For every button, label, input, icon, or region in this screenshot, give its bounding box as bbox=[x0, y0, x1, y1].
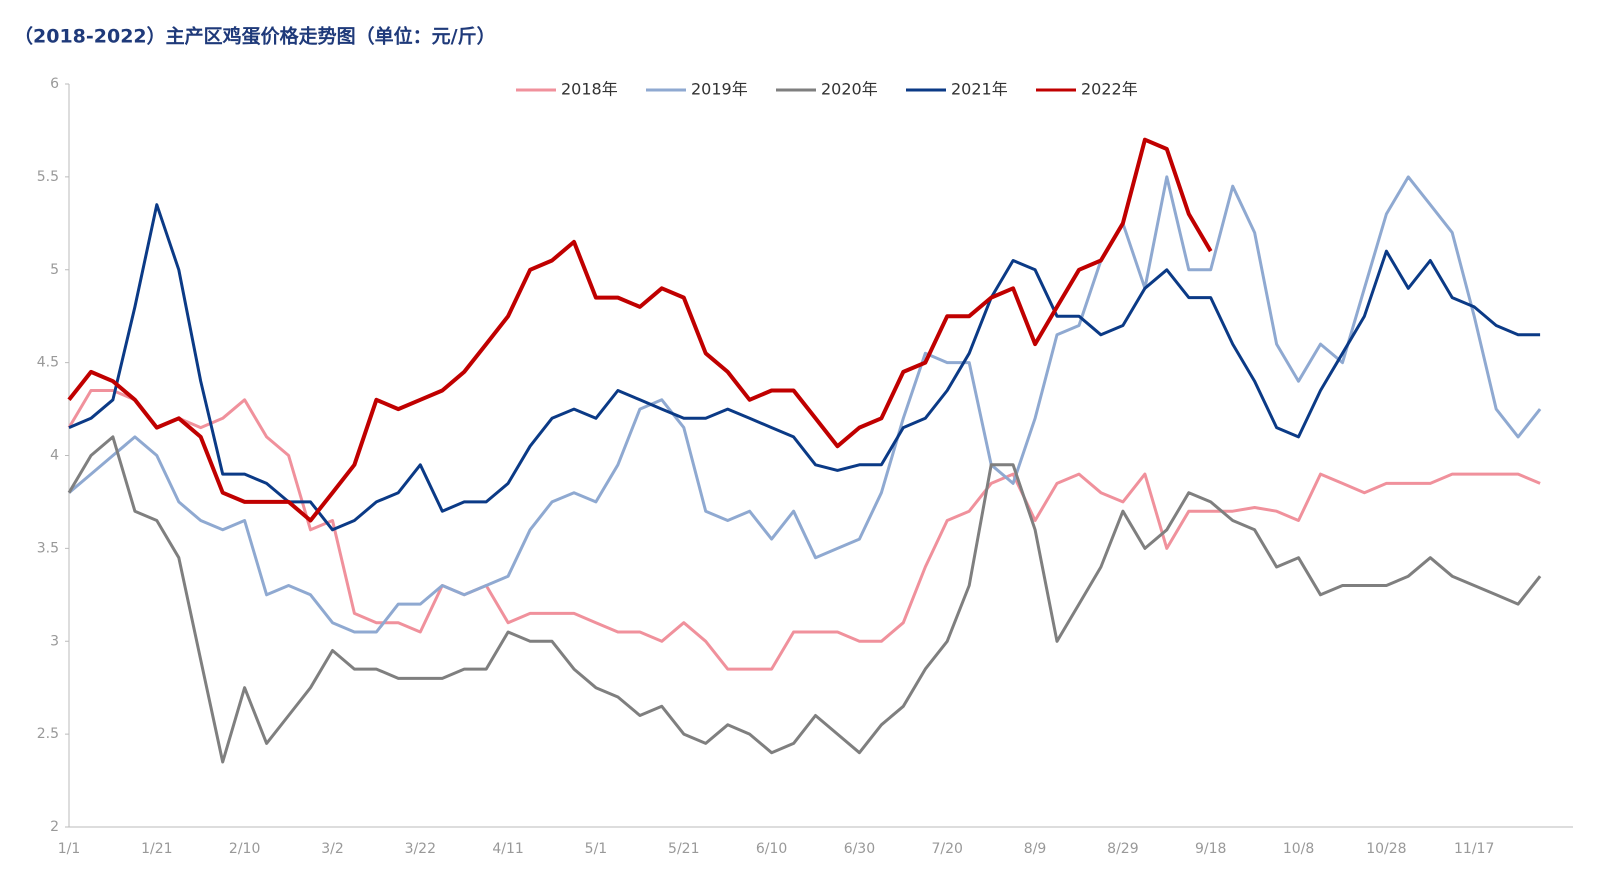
line-series bbox=[68, 203, 1541, 532]
x-tick-label: 2/10 bbox=[229, 841, 260, 857]
y-tick-label: 4 bbox=[50, 448, 59, 464]
line-series bbox=[68, 175, 1542, 634]
x-tick-label: 5/1 bbox=[585, 841, 608, 857]
y-tick-label: 5.5 bbox=[37, 169, 59, 185]
x-tick-label: 1/1 bbox=[58, 841, 81, 857]
legend-label: 2021年 bbox=[951, 80, 1008, 99]
line-series bbox=[67, 137, 1213, 523]
x-tick-label: 9/18 bbox=[1195, 841, 1226, 857]
legend-label: 2019年 bbox=[691, 80, 748, 99]
y-tick-label: 2 bbox=[50, 819, 59, 835]
line-series bbox=[67, 435, 1542, 764]
x-tick-label: 8/9 bbox=[1024, 841, 1047, 857]
x-tick-label: 3/2 bbox=[321, 841, 344, 857]
x-tick-label: 6/10 bbox=[756, 841, 787, 857]
x-tick-label: 8/29 bbox=[1107, 841, 1138, 857]
x-tick-label: 1/21 bbox=[141, 841, 172, 857]
legend-label: 2022年 bbox=[1081, 80, 1138, 99]
legend-label: 2018年 bbox=[561, 80, 618, 99]
y-tick-label: 2.5 bbox=[37, 726, 59, 742]
x-tick-label: 4/11 bbox=[492, 841, 523, 857]
x-tick-label: 6/30 bbox=[844, 841, 875, 857]
y-tick-label: 5 bbox=[50, 262, 59, 278]
y-tick-label: 4.5 bbox=[37, 355, 59, 371]
x-tick-label: 3/22 bbox=[405, 841, 436, 857]
chart-title: （2018-2022）主产区鸡蛋价格走势图（单位：元/斤） bbox=[14, 25, 496, 48]
x-tick-label: 10/28 bbox=[1366, 841, 1406, 857]
x-tick-label: 10/8 bbox=[1283, 841, 1314, 857]
x-tick-label: 7/20 bbox=[932, 841, 963, 857]
y-tick-label: 3 bbox=[50, 633, 59, 649]
x-tick-label: 5/21 bbox=[668, 841, 699, 857]
x-tick-label: 11/17 bbox=[1454, 841, 1494, 857]
legend-label: 2020年 bbox=[821, 80, 878, 99]
y-tick-label: 6 bbox=[50, 76, 59, 92]
y-tick-label: 3.5 bbox=[37, 540, 59, 556]
line-series bbox=[67, 389, 1541, 671]
